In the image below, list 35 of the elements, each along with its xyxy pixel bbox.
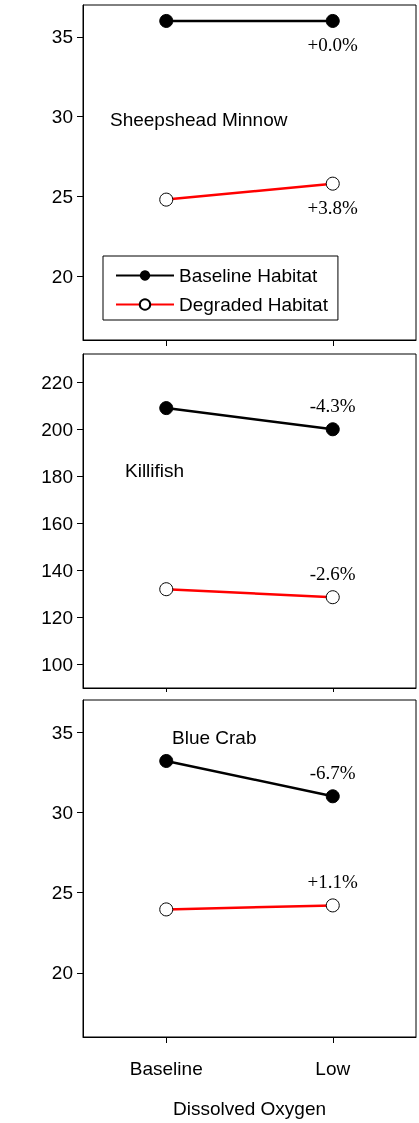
y-tick-label: 220 (41, 371, 73, 393)
y-tick-label: 200 (41, 418, 73, 440)
y-tick-label: 30 (51, 106, 73, 128)
y-tick-label: 20 (51, 962, 73, 984)
y-tick-label: 35 (51, 26, 73, 48)
point (325, 789, 340, 804)
y-tick-label: 100 (41, 653, 73, 675)
point (325, 422, 340, 437)
y-tick-label: 160 (41, 512, 73, 534)
y-tick-label: 180 (41, 465, 73, 487)
legend-label: Degraded Habitat (179, 294, 329, 315)
x-tick-label: Baseline (129, 1058, 203, 1079)
annotation: +0.0% (307, 34, 359, 56)
y-tick-label: 35 (51, 721, 73, 743)
text: Killifish (125, 460, 185, 481)
y-tick-label: 20 (51, 265, 73, 287)
point (159, 401, 174, 416)
y-tick-label: 120 (41, 606, 73, 628)
y-tick-label: 30 (51, 801, 73, 823)
y-tick-label: 25 (51, 185, 73, 207)
annotation: -6.7% (309, 761, 356, 783)
point (159, 753, 174, 768)
annotation: -2.6% (309, 562, 356, 584)
annotation: +1.1% (307, 870, 359, 892)
point (325, 13, 340, 28)
y-tick-label: 25 (51, 882, 73, 904)
y-tick-label: 140 (41, 559, 73, 581)
annotation: +3.8% (307, 197, 359, 219)
annotation: -4.3% (309, 394, 356, 416)
point (159, 13, 174, 28)
x-axis-title: Dissolved Oxygen (172, 1098, 327, 1119)
legend-label: Baseline Habitat (179, 265, 319, 286)
x-tick-label: Low (315, 1058, 351, 1079)
text: Sheepshead Minnow (110, 109, 288, 130)
text: Blue Crab (172, 727, 257, 748)
